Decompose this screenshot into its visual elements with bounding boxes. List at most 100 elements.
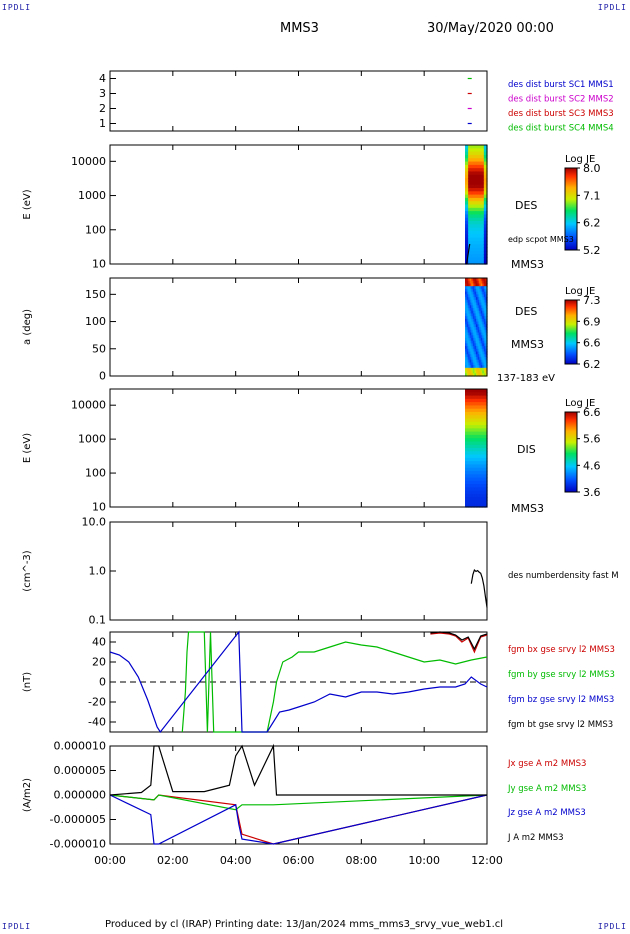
- des-pitch-cell: [472, 346, 476, 350]
- des-energy-cell: [483, 164, 487, 169]
- des-energy-cell: [476, 217, 479, 222]
- des-pitch-cell: [477, 351, 480, 355]
- dis-energy-cell: [482, 434, 485, 439]
- dis-energy-cell: [472, 487, 476, 492]
- des-pitch-cell: [477, 294, 480, 298]
- dis-energy-cell: [483, 441, 487, 446]
- des-pitch-cell: [471, 291, 474, 295]
- des-pitch-cell: [465, 337, 468, 342]
- des-pitch-cell: [476, 332, 479, 336]
- des-energy-cell: [471, 201, 474, 206]
- des-energy-cell: [472, 204, 476, 209]
- dis-energy-cell: [466, 421, 469, 426]
- des-energy-cell: [469, 237, 472, 242]
- dis-energy-cell: [471, 418, 474, 423]
- dis-energy-cell: [476, 497, 479, 502]
- dis-energy-cell: [482, 411, 485, 416]
- des-energy-cell: [483, 227, 487, 232]
- des-pitch-cell: [483, 313, 487, 317]
- des-energy-cell: [465, 181, 468, 186]
- dis-energy-cell: [465, 500, 468, 505]
- des-pitch-cell: [465, 324, 468, 328]
- dis-energy-cell: [472, 474, 476, 479]
- dis-energy-cell: [483, 493, 487, 498]
- des-energy-cell: [471, 221, 474, 225]
- des-energy-cell: [466, 237, 469, 242]
- panel-dis-energy-ylabel: E (eV): [22, 433, 33, 463]
- des-energy-cell: [479, 168, 482, 173]
- dis-energy-cell: [483, 431, 487, 436]
- des-energy-cell: [483, 247, 487, 252]
- des-pitch-cell: [469, 299, 472, 304]
- des-pitch-cell: [469, 337, 472, 342]
- des-pitch-cell: [471, 297, 474, 301]
- dis-energy-cell: [482, 408, 485, 413]
- dis-energy-cell: [477, 392, 480, 397]
- des-pitch-cell: [468, 318, 471, 323]
- dis-energy-cell: [471, 493, 474, 498]
- dis-energy-cell: [465, 434, 468, 439]
- des-energy-cell: [469, 158, 472, 163]
- des-pitch-cell: [465, 318, 468, 323]
- des-pitch-cell: [468, 316, 471, 320]
- des-energy-cell: [468, 217, 471, 222]
- dis-energy-cell: [468, 415, 471, 420]
- dis-energy-cell: [482, 461, 485, 465]
- dis-energy-cell: [465, 448, 468, 452]
- dis-energy-cell: [477, 402, 480, 406]
- dis-energy-cell: [479, 464, 482, 469]
- panel-des-energy-ytick-label: 10000: [71, 155, 106, 168]
- des-energy-cell: [468, 164, 471, 169]
- des-energy-cell: [466, 227, 469, 232]
- des-energy-cell: [477, 244, 480, 249]
- dis-energy-cell: [468, 428, 471, 433]
- des-pitch-cell: [472, 359, 476, 363]
- des-energy-cell: [477, 207, 480, 212]
- dis-energy-cell: [482, 490, 485, 495]
- dis-energy-cell: [483, 444, 487, 449]
- dis-energy-cell: [477, 418, 480, 423]
- des-pitch-cell: [474, 278, 477, 282]
- des-pitch-cell: [482, 280, 485, 285]
- des-energy-cell: [472, 164, 476, 169]
- des-energy-cell: [469, 257, 472, 262]
- des-pitch-cell: [476, 373, 479, 377]
- dis-energy-cell: [471, 454, 474, 459]
- dis-energy-cell: [483, 487, 487, 492]
- des-pitch-cell: [466, 367, 469, 372]
- des-energy-cell: [480, 234, 483, 239]
- des-energy-cell: [465, 234, 468, 239]
- dis-energy-cell: [480, 503, 483, 508]
- des-pitch-cell: [480, 310, 483, 314]
- dis-energy-cell: [479, 461, 482, 465]
- dis-energy-cell: [472, 392, 476, 397]
- des-pitch-cell: [469, 335, 472, 339]
- des-pitch-cell: [466, 313, 469, 317]
- des-pitch-cell: [466, 305, 469, 309]
- dis-energy-cell: [480, 484, 483, 488]
- des-pitch-cell: [472, 354, 476, 358]
- dis-energy-cell: [476, 484, 479, 488]
- des-pitch-cell: [483, 291, 487, 295]
- des-pitch-cell: [469, 324, 472, 328]
- des-pitch-cell: [480, 288, 483, 293]
- dis-energy-cell: [483, 457, 487, 462]
- des-energy-cell: [465, 207, 468, 212]
- des-energy-cell: [479, 178, 482, 182]
- des-energy-cell: [476, 171, 479, 176]
- dis-energy-cell: [479, 392, 482, 397]
- des-pitch-cell: [468, 327, 471, 331]
- dis-energy-cell: [474, 487, 477, 492]
- des-pitch-cell: [468, 313, 471, 317]
- des-energy-cell: [466, 171, 469, 176]
- des-energy-cell: [483, 244, 487, 249]
- des-energy-cell: [476, 257, 479, 262]
- dis-energy-cell: [479, 421, 482, 426]
- des-pitch-cell: [466, 316, 469, 320]
- dis-energy-cell: [468, 411, 471, 416]
- dis-energy-cell: [468, 503, 471, 508]
- des-pitch-cell: [474, 327, 477, 331]
- corner-mark-bottom-right: IPDLI: [597, 922, 627, 931]
- dis-energy-cell: [468, 477, 471, 482]
- dis-energy-cell: [472, 477, 476, 482]
